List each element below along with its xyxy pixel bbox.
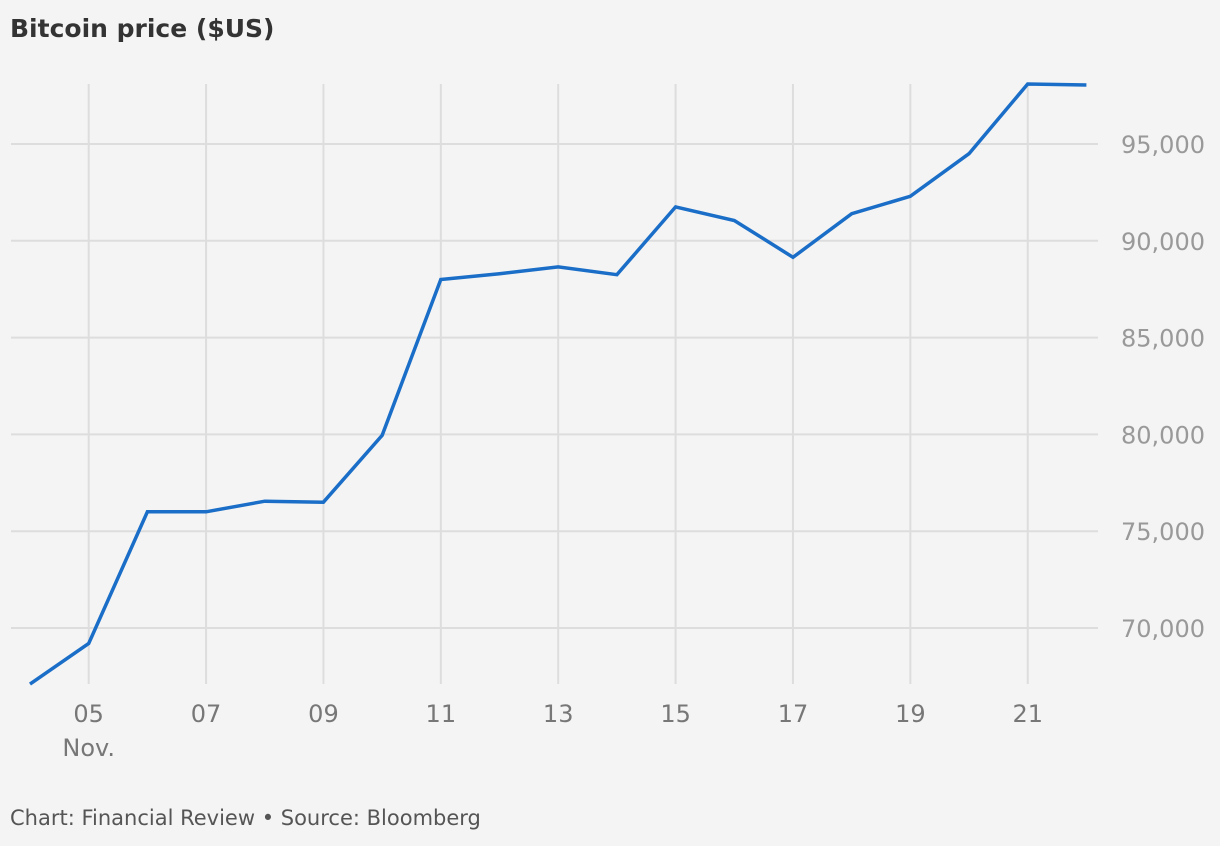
x-tick-label: 11 <box>426 700 457 728</box>
y-tick-label: 70,000 <box>1121 615 1205 643</box>
x-tick-label: 17 <box>778 700 809 728</box>
x-tick-label: 07 <box>191 700 222 728</box>
x-axis-ticks: 05 Nov. 07 09 11 13 15 17 19 21 <box>62 700 1043 762</box>
y-tick-label: 85,000 <box>1121 325 1205 353</box>
x-tick-label: 09 <box>308 700 339 728</box>
x-tick-label: 21 <box>1012 700 1043 728</box>
vertical-gridlines <box>87 84 1029 684</box>
x-tick-month-label: Nov. <box>62 734 115 762</box>
chart-footer-source: Chart: Financial Review • Source: Bloomb… <box>10 806 481 830</box>
x-tick-label: 05 <box>73 700 104 728</box>
y-axis-ticks: 70,000 75,000 80,000 85,000 90,000 95,000 <box>1121 131 1205 643</box>
x-tick-label: 15 <box>660 700 691 728</box>
price-line <box>29 82 1087 686</box>
x-tick-label: 19 <box>895 700 926 728</box>
horizontal-gridlines <box>11 143 1098 629</box>
chart-title: Bitcoin price ($US) <box>10 14 275 43</box>
y-tick-label: 80,000 <box>1121 421 1205 449</box>
y-tick-label: 95,000 <box>1121 131 1205 159</box>
x-tick-label: 13 <box>543 700 574 728</box>
y-tick-label: 75,000 <box>1121 518 1205 546</box>
y-tick-label: 90,000 <box>1121 228 1205 256</box>
